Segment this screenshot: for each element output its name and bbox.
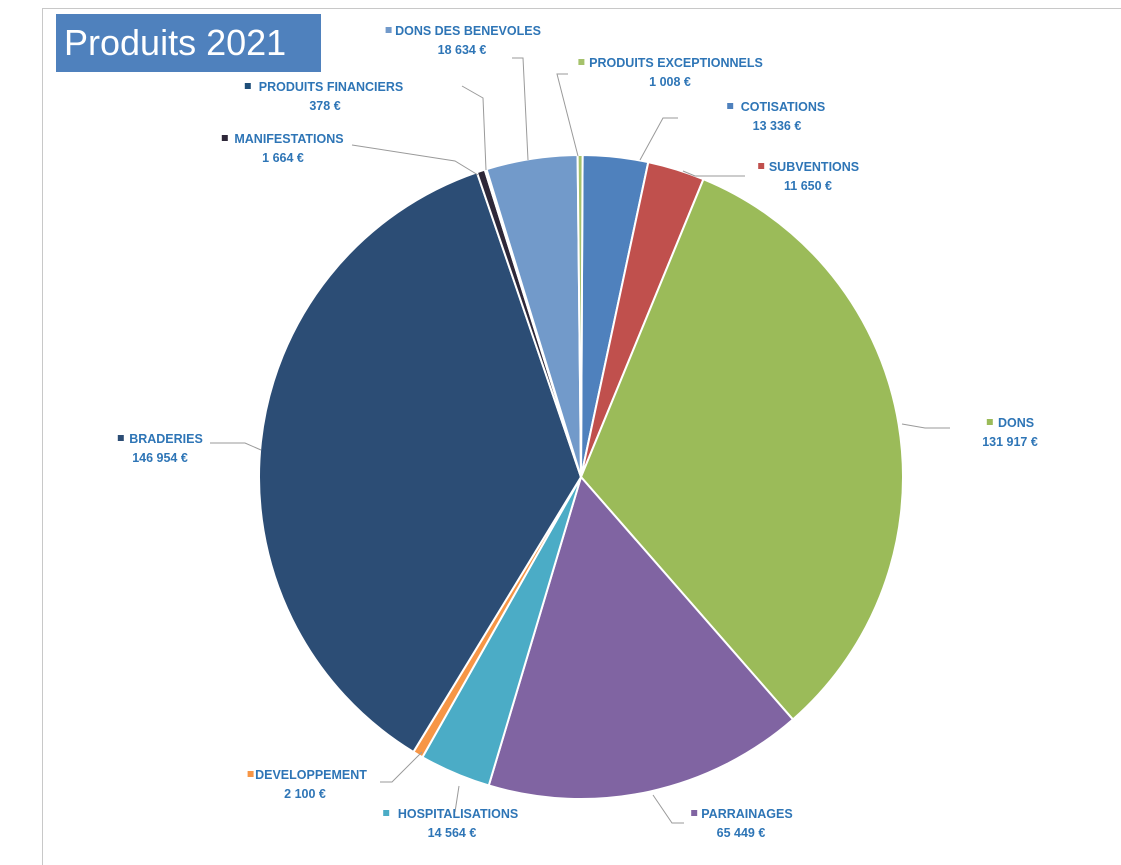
slice-marker bbox=[247, 771, 254, 777]
slice-marker bbox=[221, 135, 228, 141]
pie-slice-dons bbox=[579, 177, 904, 721]
slice-marker bbox=[986, 419, 993, 425]
data-label: DEVELOPPEMENT 2 100 € bbox=[247, 768, 367, 801]
data-label: COTISATIONS 13 336 € bbox=[727, 100, 825, 133]
slice-value-label: 11 650 € bbox=[784, 179, 832, 193]
data-label: DONS DES BENEVOLES 18 634 € bbox=[385, 24, 541, 57]
leader-line bbox=[351, 144, 479, 176]
leader-line bbox=[652, 794, 684, 824]
slice-name-label: DONS bbox=[998, 416, 1034, 430]
slice-marker bbox=[383, 810, 390, 816]
slice-marker bbox=[758, 163, 765, 169]
leader-line bbox=[512, 57, 529, 161]
data-label: PRODUITS FINANCIERS 378 € bbox=[244, 80, 403, 113]
leader-line bbox=[639, 117, 678, 161]
slice-name-label: DONS DES BENEVOLES bbox=[395, 24, 541, 38]
slice-marker bbox=[578, 59, 585, 65]
chart-frame bbox=[42, 8, 1121, 865]
slice-name-label: SUBVENTIONS bbox=[769, 160, 859, 174]
slice-value-label: 18 634 € bbox=[438, 43, 487, 57]
slice-value-label: 1 664 € bbox=[262, 151, 304, 165]
slice-value-label: 1 008 € bbox=[649, 75, 691, 89]
slice-name-label: DEVELOPPEMENT bbox=[255, 768, 367, 782]
leader-line bbox=[380, 751, 423, 783]
data-label: SUBVENTIONS 11 650 € bbox=[758, 160, 859, 193]
slice-name-label: PRODUITS EXCEPTIONNELS bbox=[589, 56, 763, 70]
slice-name-label: COTISATIONS bbox=[741, 100, 826, 114]
leader-line bbox=[556, 73, 579, 157]
data-label: PRODUITS EXCEPTIONNELS 1 008 € bbox=[578, 56, 763, 89]
data-label: PARRAINAGES 65 449 € bbox=[691, 807, 793, 840]
data-label: HOSPITALISATIONS 14 564 € bbox=[383, 807, 518, 840]
slice-name-label: HOSPITALISATIONS bbox=[398, 807, 518, 821]
data-label: BRADERIES 146 954 € bbox=[117, 432, 203, 465]
pie-slice-braderies bbox=[258, 171, 583, 754]
chart-title: Produits 2021 bbox=[56, 14, 321, 72]
slice-value-label: 14 564 € bbox=[428, 826, 477, 840]
leader-line bbox=[210, 442, 262, 451]
slice-value-label: 146 954 € bbox=[132, 451, 188, 465]
slice-value-label: 131 917 € bbox=[982, 435, 1038, 449]
data-label: DONS 131 917 € bbox=[982, 416, 1038, 449]
leader-line bbox=[901, 423, 950, 429]
slice-value-label: 2 100 € bbox=[284, 787, 326, 801]
leader-line bbox=[454, 785, 460, 813]
slice-marker bbox=[117, 435, 124, 441]
leader-line bbox=[682, 170, 745, 177]
slice-value-label: 65 449 € bbox=[717, 826, 766, 840]
leader-line bbox=[461, 85, 487, 171]
slice-name-label: PARRAINAGES bbox=[701, 807, 792, 821]
slice-marker bbox=[691, 810, 698, 816]
slice-marker bbox=[244, 83, 251, 89]
slice-name-label: BRADERIES bbox=[129, 432, 203, 446]
data-label: MANIFESTATIONS 1 664 € bbox=[221, 132, 344, 165]
pie-slice-parrainages bbox=[487, 474, 795, 800]
slice-marker bbox=[385, 27, 392, 33]
slice-name-label: MANIFESTATIONS bbox=[234, 132, 343, 146]
slice-marker bbox=[727, 103, 734, 109]
slice-value-label: 378 € bbox=[309, 99, 340, 113]
slice-name-label: PRODUITS FINANCIERS bbox=[259, 80, 403, 94]
slice-value-label: 13 336 € bbox=[753, 119, 802, 133]
